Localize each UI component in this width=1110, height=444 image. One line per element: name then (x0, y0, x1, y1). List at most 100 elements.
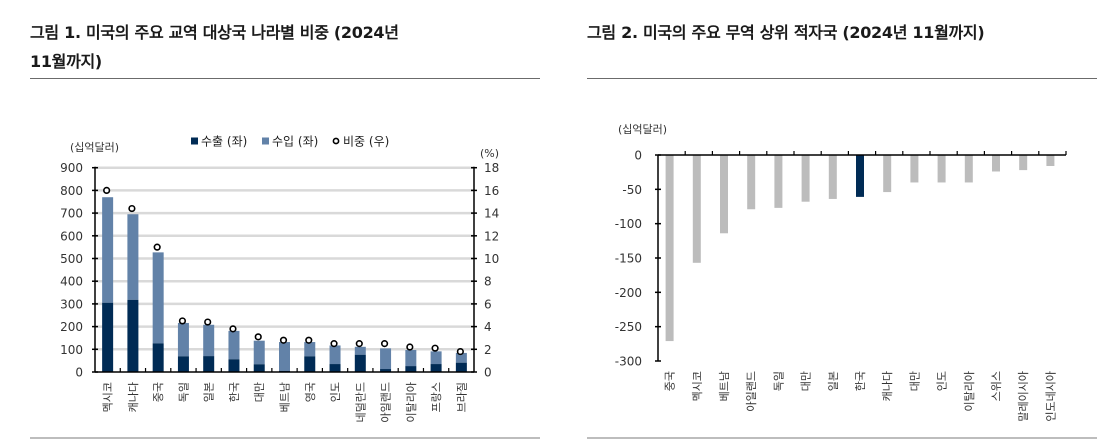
share-marker (330, 340, 338, 348)
category-label: 대만 (800, 371, 813, 391)
category-label: 네덜란드 (354, 382, 367, 422)
import-bar (405, 349, 417, 367)
figure-1-title-line1: 그림 1. 미국의 주요 교역 대상국 나라별 비중 (2024년 (30, 23, 399, 42)
import-bar (304, 342, 316, 357)
category-label: 대만 (908, 371, 921, 391)
y-tick-label: 0 (634, 149, 642, 163)
import-bar (152, 252, 164, 344)
category-label: 베트남 (279, 382, 292, 412)
right-y-tick-label: 6 (484, 297, 492, 311)
figure-2-title: 그림 2. 미국의 주요 무역 상위 적자국 (2024년 11월까지) (587, 23, 985, 42)
figure-1-title-line2: 11월까지) (30, 52, 102, 71)
category-label: 일본 (826, 371, 840, 391)
right-y-tick-label: 18 (484, 161, 499, 175)
category-label: 대만 (253, 382, 266, 402)
export-bar (329, 364, 341, 372)
left-y-tick-label: 500 (60, 252, 83, 266)
highlight-bar (856, 155, 864, 197)
share-marker (254, 333, 262, 341)
y-tick-label: -150 (615, 252, 642, 266)
export-bar (253, 364, 265, 372)
import-bar (380, 348, 392, 370)
category-label: 이탈리아 (963, 371, 976, 411)
figure-1-title: 그림 1. 미국의 주요 교역 대상국 나라별 비중 (2024년 11월까지) (30, 18, 510, 76)
y-axis-unit: (십억달러) (618, 123, 667, 136)
legend-label: 비중 (우) (343, 135, 389, 149)
deficit-bar (992, 155, 1000, 172)
y-tick-label: -300 (615, 355, 642, 369)
category-label: 캐나다 (127, 382, 140, 412)
import-bar (354, 346, 366, 355)
legend-label: 수출 (좌) (201, 135, 247, 149)
import-bar (253, 340, 265, 365)
category-label: 한국 (854, 371, 867, 391)
deficit-bar (801, 155, 810, 202)
right-y-tick-label: 0 (484, 366, 492, 380)
right-y-tick-label: 8 (484, 275, 492, 289)
share-marker (178, 317, 187, 325)
deficit-bar (692, 155, 701, 263)
deficit-bar (1046, 155, 1055, 166)
right-axis-unit: (%) (480, 147, 499, 160)
legend-label: 수입 (좌) (272, 135, 318, 149)
right-y-tick-label: 16 (484, 184, 499, 198)
right-y-tick-label: 2 (484, 343, 492, 357)
import-bar (127, 214, 139, 300)
share-marker (103, 186, 111, 194)
category-label: 일본 (202, 382, 216, 402)
category-label: 인도 (936, 371, 949, 391)
category-label: 멕시코 (691, 371, 704, 401)
figure-1-top-rule (30, 78, 540, 79)
right-y-tick-label: 14 (484, 207, 499, 221)
category-label: 인도 (329, 382, 342, 402)
legend-swatch (262, 137, 269, 145)
import-bar (455, 352, 467, 363)
deficit-bar (747, 155, 756, 210)
figure-2-bottom-rule (587, 437, 1097, 439)
y-tick-label: -250 (615, 320, 642, 334)
share-marker (128, 204, 136, 213)
share-marker (229, 325, 237, 333)
y-tick-label: -50 (622, 183, 642, 197)
left-y-tick-label: 100 (60, 343, 83, 357)
category-label: 독일 (176, 382, 190, 402)
export-bar (405, 366, 417, 372)
share-marker (305, 336, 313, 344)
category-label: 독일 (771, 371, 785, 391)
export-bar (380, 369, 392, 372)
category-label: 베트남 (718, 371, 731, 401)
category-label: 영국 (304, 382, 317, 402)
left-y-tick-label: 400 (60, 275, 83, 289)
export-bar (177, 356, 189, 372)
import-bar (203, 324, 215, 357)
legend-swatch (191, 137, 198, 145)
left-y-tick-label: 200 (60, 320, 83, 334)
export-bar (228, 359, 240, 372)
import-bar (430, 351, 442, 365)
export-bar (152, 343, 164, 372)
import-bar (177, 322, 189, 357)
deficit-bar (937, 155, 946, 183)
deficit-bar (1019, 155, 1028, 171)
export-bar (304, 356, 316, 372)
export-bar (102, 302, 114, 372)
share-marker (380, 340, 389, 348)
category-label: 브라질 (455, 382, 468, 412)
y-tick-label: -100 (615, 217, 642, 231)
share-marker (153, 243, 161, 251)
category-label: 아일랜드 (379, 382, 393, 422)
right-y-tick-label: 12 (484, 229, 499, 243)
import-bar (329, 345, 341, 365)
deficit-bar (774, 155, 783, 208)
category-label: 중국 (152, 382, 165, 402)
category-label: 인도네시아 (1044, 371, 1057, 422)
left-axis-unit: (십억달러) (70, 141, 119, 154)
category-label: 아일랜드 (744, 371, 758, 411)
figure-1-panel: 그림 1. 미국의 주요 교역 대상국 나라별 비중 (2024년 11월까지)… (30, 18, 540, 439)
category-label: 말레이시아 (1017, 371, 1030, 422)
y-tick-label: -200 (615, 286, 642, 300)
figure-2-chart: (십억달러) 0 -50 -100 -150 -200 -250 -300 중국 멕시코 베트남 아일… (615, 123, 1067, 422)
category-label: 중국 (664, 371, 677, 391)
left-y-tick-label: 700 (60, 207, 83, 221)
export-bar (354, 354, 366, 372)
